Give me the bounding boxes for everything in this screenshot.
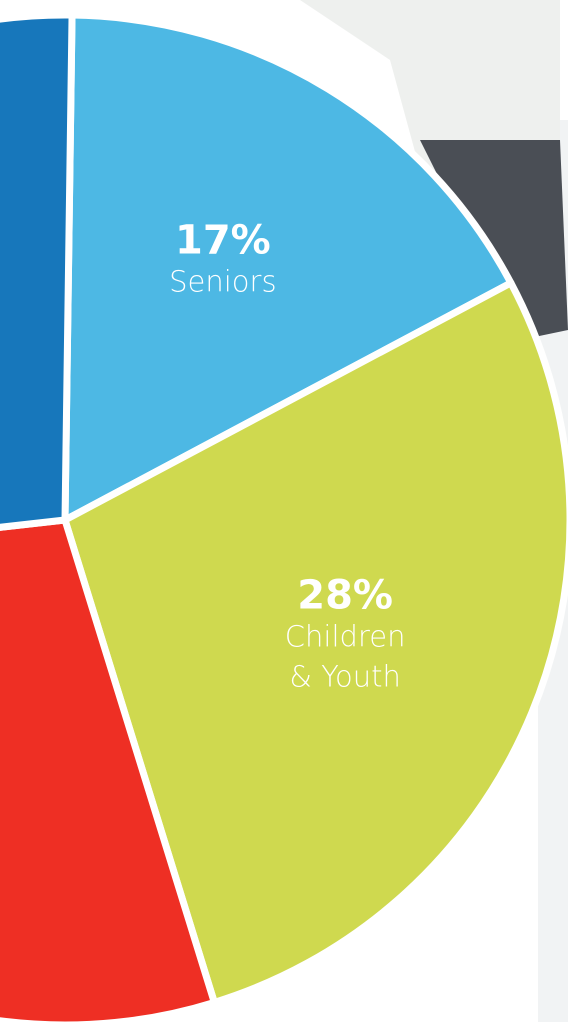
chart: 17%Seniors 28%Children & Youth (0, 0, 568, 1022)
pie-slice (0, 15, 72, 576)
slice-percent: 17% (175, 217, 271, 263)
slice-percent: 28% (297, 572, 393, 618)
page: 17%Seniors28%Children& Youth (() => { co… (0, 0, 568, 1022)
slice-label-line: Seniors (169, 264, 276, 298)
slice-label-line: Children (285, 619, 406, 653)
slice-label: Seniors (169, 264, 276, 298)
slice-label-line: & Youth (289, 659, 401, 693)
